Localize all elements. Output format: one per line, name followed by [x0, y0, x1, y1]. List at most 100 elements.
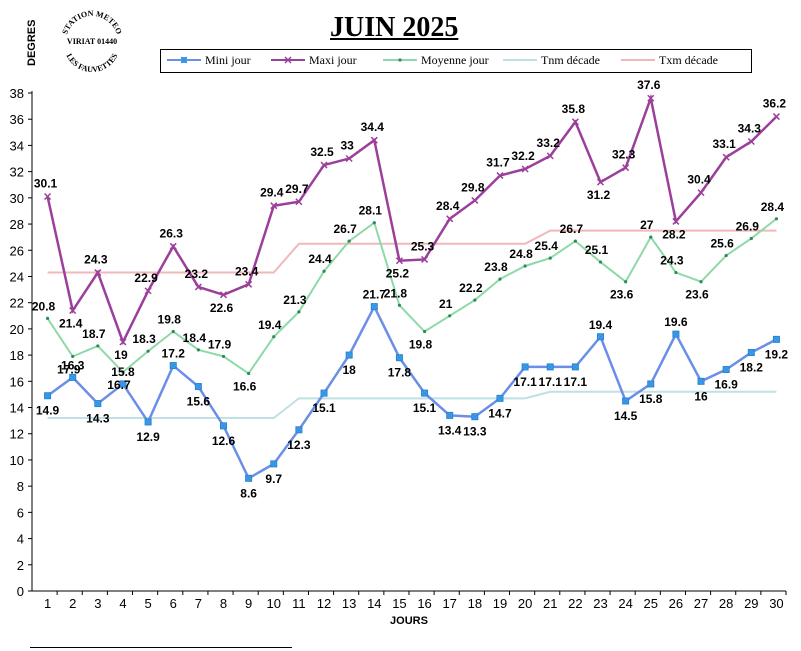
maxi-point: [94, 269, 102, 277]
moyenne-point: [247, 371, 251, 376]
y-tick-label: 20: [10, 322, 24, 337]
label-mini: 15.8: [639, 392, 663, 406]
label-moyenne: 16.7: [107, 378, 131, 392]
label-mini: 18: [342, 363, 356, 377]
maxi-point: [245, 280, 253, 288]
footer-divider: [30, 647, 292, 648]
label-maxi: 36.2: [763, 97, 787, 111]
mini-point-cross: [747, 349, 755, 356]
moyenne-point: [45, 316, 50, 321]
x-tick-label: 18: [468, 596, 482, 611]
maxi-point: [772, 113, 780, 121]
moyenne-point: [699, 280, 703, 284]
label-maxi: 31.2: [587, 188, 611, 202]
label-mini: 17.1: [513, 375, 537, 389]
x-tick-label: 19: [493, 596, 507, 611]
label-maxi: 31.7: [486, 156, 510, 170]
maxi-point: [370, 136, 378, 144]
mini-point-cross: [270, 460, 278, 468]
mini-point-cross: [94, 400, 102, 407]
x-tick-label: 16: [417, 596, 431, 611]
maxi-point: [270, 202, 278, 210]
maxi-point: [446, 215, 454, 223]
maxi-point: [194, 283, 202, 291]
mini-point-cross: [220, 422, 227, 430]
x-tick-label: 17: [442, 596, 456, 611]
moyenne-point: [774, 217, 779, 221]
label-mini: 12.9: [136, 430, 160, 444]
moyenne-point: [397, 303, 402, 307]
label-moyenne: 23.6: [685, 288, 709, 302]
mini-point-cross: [697, 377, 705, 385]
label-moyenne: 18.3: [132, 332, 156, 346]
x-tick-label: 6: [170, 596, 177, 611]
mini-point-cross: [169, 362, 177, 369]
y-tick-label: 4: [17, 532, 24, 547]
moyenne-point: [121, 370, 125, 374]
label-moyenne: 28.4: [761, 200, 785, 214]
label-mini: 16.3: [61, 358, 85, 372]
moyenne-point: [347, 239, 351, 243]
label-mini: 17.8: [388, 366, 412, 380]
label-maxi: 22.9: [134, 271, 158, 285]
label-maxi: 34.3: [738, 121, 762, 135]
x-tick-label: 5: [144, 596, 151, 611]
mini-point-cross: [572, 363, 579, 371]
moyenne-point: [422, 329, 427, 334]
maxi-point: [219, 291, 228, 299]
moyenne-point: [573, 239, 577, 243]
legend-swatch: [271, 56, 305, 64]
y-tick-label: 32: [10, 165, 24, 180]
y-tick-label: 24: [10, 269, 24, 284]
y-tick-label: 12: [10, 427, 24, 442]
y-tick-label: 38: [10, 86, 24, 101]
mini-point-cross: [295, 426, 303, 434]
label-moyenne: 26.7: [333, 222, 357, 236]
label-maxi: 23.4: [235, 264, 259, 278]
label-moyenne: 25.1: [585, 243, 609, 257]
x-tick-label: 7: [195, 596, 202, 611]
label-maxi: 32.2: [511, 149, 535, 163]
y-tick-label: 18: [10, 348, 24, 363]
moyenne-point: [523, 264, 527, 268]
mini-point-cross: [722, 366, 730, 373]
label-maxi: 28.4: [436, 199, 460, 213]
x-tick-label: 30: [769, 596, 783, 611]
maxi-point: [144, 287, 152, 295]
label-maxi: 23.2: [185, 267, 209, 281]
station-logo: STATION METEO VIRIAT 01440 LES FAUVETTES: [60, 9, 123, 74]
maxi-point: [119, 338, 127, 346]
label-maxi: 33.2: [537, 136, 561, 150]
label-mini: 14.5: [614, 409, 638, 423]
x-tick-label: 29: [744, 596, 758, 611]
moyenne-point: [297, 310, 301, 314]
mini-point-cross: [773, 336, 780, 343]
label-mini: 17.1: [539, 375, 563, 389]
maxi-point: [596, 178, 605, 186]
label-maxi: 30.4: [687, 173, 711, 187]
x-tick-label: 11: [292, 596, 306, 611]
mini-point-cross: [471, 413, 479, 421]
label-mini: 19.4: [589, 318, 613, 332]
label-mini: 15.6: [187, 395, 211, 409]
mini-point-cross: [144, 418, 152, 426]
x-tick-label: 1: [44, 596, 51, 611]
x-axis-label: JOURS: [390, 615, 428, 627]
label-mini: 14.9: [36, 404, 60, 418]
moyenne-point: [171, 329, 175, 334]
legend-label: Tnm décade: [541, 53, 600, 67]
label-moyenne: 24.4: [308, 252, 332, 266]
label-mini: 12.3: [287, 438, 311, 452]
label-mini: 9.7: [265, 472, 282, 486]
maxi-point: [69, 307, 77, 315]
maxi-point: [421, 255, 429, 263]
label-maxi: 32.5: [310, 145, 334, 159]
maxi-point: [320, 161, 328, 169]
moyenne-point: [322, 269, 326, 273]
maxi-point: [722, 153, 730, 161]
maxi-point: [546, 152, 554, 160]
x-tick-label: 13: [342, 596, 356, 611]
maxi-point: [496, 172, 504, 180]
label-moyenne: 26.7: [560, 222, 584, 236]
